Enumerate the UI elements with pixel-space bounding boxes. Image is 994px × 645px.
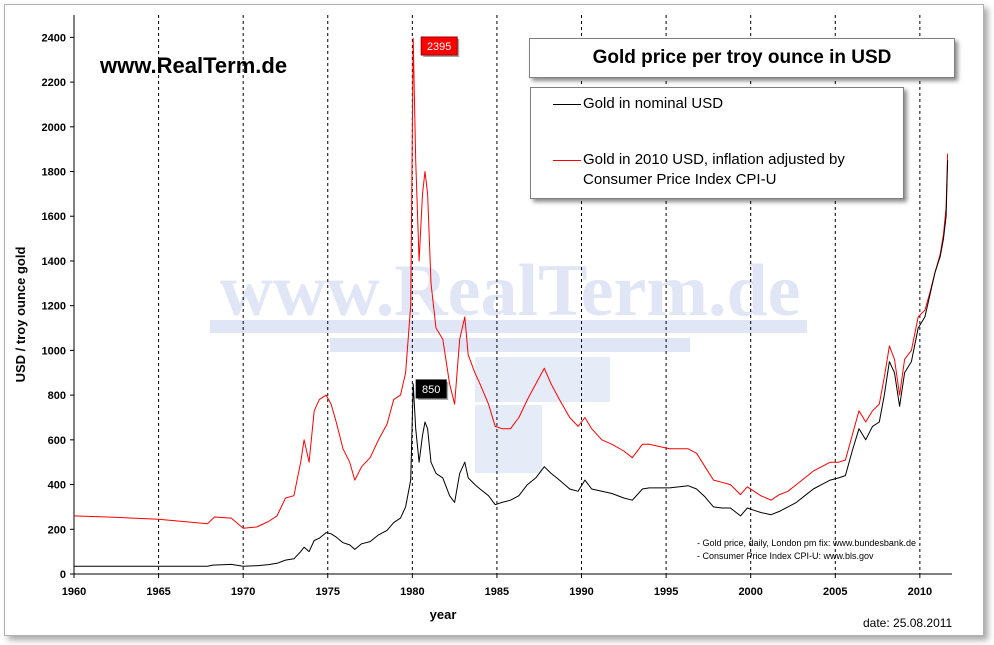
annotation-label: 850 [422,384,440,396]
y-tick-label: 1400 [42,256,66,268]
x-tick-label: 1985 [485,586,509,598]
y-tick-label: 800 [48,390,66,402]
y-tick-label: 2400 [42,32,66,44]
peak-annotation-adjusted: 2395 [420,36,460,57]
watermark-bar [475,405,542,473]
brand-label: www.RealTerm.de [100,53,288,78]
x-tick-label: 1970 [231,586,255,598]
chart-title-box: Gold price per troy ounce in USD [529,38,955,78]
date-value: 25.08.2011 [893,616,953,630]
x-tick-label: 1960 [62,586,86,598]
source-note-gold: - Gold price, daily, London pm fix: www.… [697,538,916,548]
x-axis-label: year [430,607,457,622]
legend-swatch-nominal [553,104,581,105]
annotation-box [420,36,458,56]
x-tick-label: 1990 [569,586,593,598]
y-axis-label: USD / troy ounce gold [13,247,28,383]
date-label: date: [863,616,890,630]
x-tick-label: 1965 [146,586,170,598]
legend-label-nominal: Gold in nominal USD [583,95,724,112]
watermark-bar [210,320,807,333]
x-tick-label: 2000 [738,586,762,598]
peak-annotation-nominal: 850 [415,379,449,400]
y-tick-label: 400 [48,480,66,492]
gold-price-chart: www.RealTerm.de 0 200 400 600 800 1000 1200 1400… [13,15,952,622]
series-line-nominal [74,160,949,567]
annotation-label: 2395 [427,41,451,53]
y-tick-label: 1200 [42,301,66,313]
watermark-bar [475,357,610,402]
y-tick-label: 2200 [42,77,66,89]
source-note-cpi: - Consumer Price Index CPI-U: www.bls.go… [697,551,874,561]
chart-frame: www.RealTerm.de 0 200 400 600 800 1000 1200 1400… [4,4,984,636]
source-notes: - Gold price, daily, London pm fix: www.… [697,537,916,563]
x-tick-label: 2005 [823,586,847,598]
y-tick-label: 600 [48,435,66,447]
legend-label-inflation-adjusted: Gold in 2010 USD, inflation adjusted by … [583,151,845,188]
y-tick-label: 200 [48,524,66,536]
date-stamp: date: 25.08.2011 [863,616,952,630]
series-line-inflation-adjusted [73,38,949,529]
y-tick-label: 2000 [42,122,66,134]
x-tick-label: 2010 [908,586,932,598]
y-tick-label: 0 [60,569,66,581]
x-tick-label: 1995 [654,586,678,598]
y-tick-label: 1000 [42,345,66,357]
legend-swatch-inflation-adjusted [553,160,581,161]
x-tick-label: 1980 [400,586,424,598]
x-tick-label: 1975 [316,586,340,598]
legend: Gold in nominal USD Gold in 2010 USD, in… [530,87,904,199]
watermark-bar [330,338,690,352]
y-tick-label: 1800 [42,167,66,179]
chart-title: Gold price per troy ounce in USD [592,47,892,68]
watermark-text: www.RealTerm.de [220,250,801,332]
watermark: www.RealTerm.de [210,250,807,473]
annotation-box [415,379,447,399]
y-tick-label: 1600 [42,211,66,223]
